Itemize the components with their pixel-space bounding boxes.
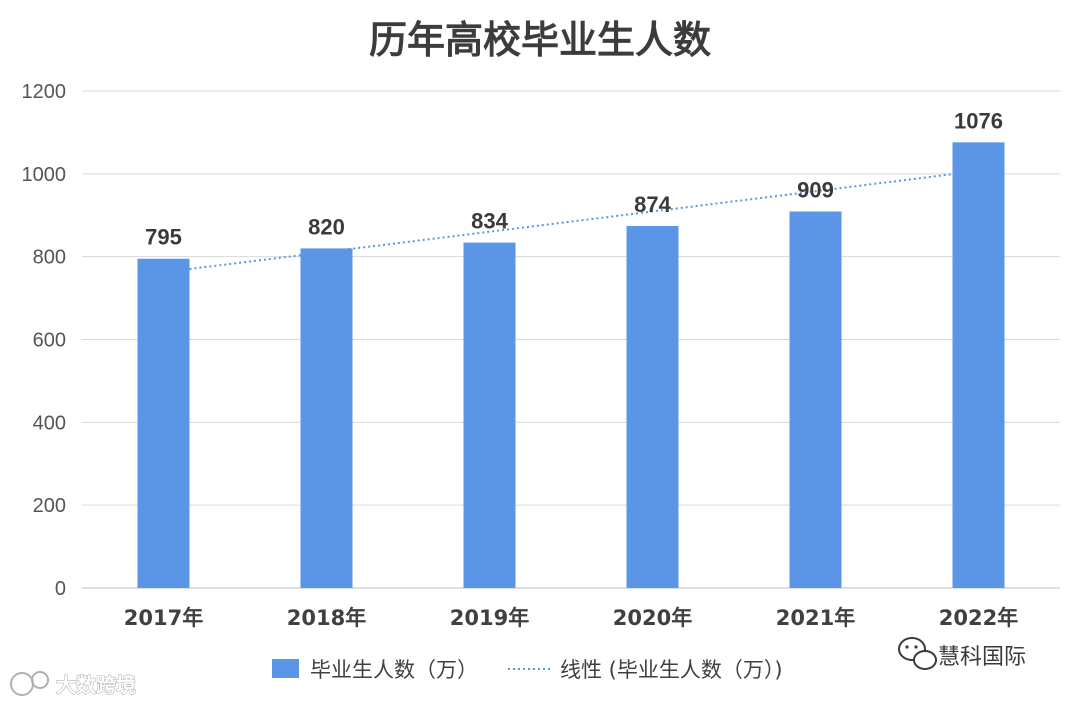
data-label: 874: [634, 192, 671, 217]
watermark-logo-icon: [10, 671, 49, 696]
bar: [300, 248, 353, 588]
data-label: 834: [471, 209, 508, 234]
x-tick-label: 2019年: [450, 606, 529, 630]
x-tick-label: 2021年: [776, 606, 855, 630]
y-tick-label: 0: [55, 578, 66, 600]
legend-label-series: 毕业生人数（万）: [310, 658, 478, 682]
grid-lines: [82, 90, 1060, 589]
bar: [789, 211, 842, 588]
x-tick-label: 2018年: [287, 606, 366, 630]
trendline-layer: [189, 173, 953, 271]
x-tick-label: 2017年: [124, 606, 203, 630]
bar: [463, 242, 516, 588]
bar: [952, 142, 1005, 588]
wechat-icon: [898, 637, 937, 670]
y-tick-label: 600: [33, 330, 66, 352]
bar: [137, 258, 190, 588]
y-tick-label: 400: [33, 412, 66, 434]
bars: [137, 142, 1005, 589]
data-label: 820: [308, 214, 345, 239]
watermark-right-text: 慧科国际: [938, 645, 1026, 670]
x-axis-ticks: 2017年 2018年 2019年 2020年 2021年 2022年: [124, 606, 1018, 630]
legend-swatch-bar: [272, 659, 299, 678]
data-label: 795: [145, 225, 182, 250]
legend: 毕业生人数（万） 线性 (毕业生人数（万）): [272, 658, 783, 682]
chart-title: 历年高校毕业生人数: [369, 18, 711, 62]
watermark-right: 慧科国际: [898, 637, 1026, 670]
trendline: [189, 173, 953, 271]
y-tick-label: 1200: [22, 81, 67, 103]
data-label: 909: [797, 178, 834, 203]
watermark-left-text: 大数跨境: [56, 673, 136, 697]
y-tick-label: 1000: [22, 164, 67, 186]
data-labels: 795 820 834 874 909 1076: [145, 108, 1003, 249]
bar: [626, 226, 679, 589]
data-label: 1076: [954, 108, 1003, 133]
watermark-left: 大数跨境: [10, 671, 136, 697]
x-tick-label: 2020年: [613, 606, 692, 630]
x-tick-label: 2022年: [939, 606, 1018, 630]
legend-label-trendline: 线性 (毕业生人数（万）): [560, 658, 783, 682]
y-tick-label: 200: [33, 495, 66, 517]
y-axis-ticks: 0 200 400 600 800 1000 1200: [22, 81, 67, 600]
y-tick-label: 800: [33, 247, 66, 269]
